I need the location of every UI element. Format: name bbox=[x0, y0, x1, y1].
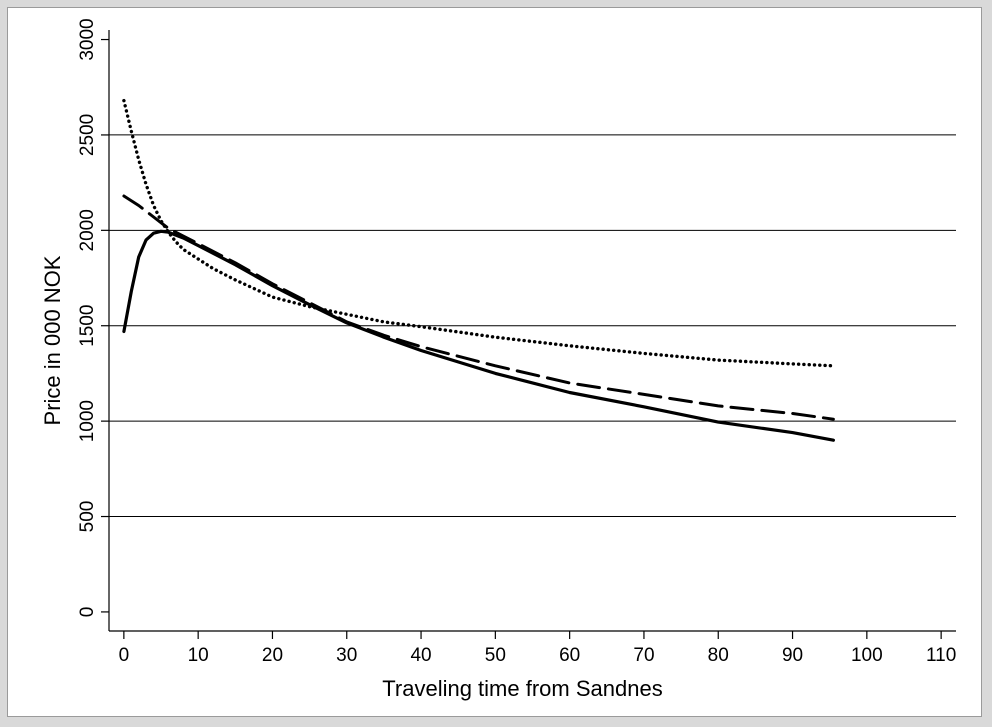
y-tick-label: 0 bbox=[77, 607, 98, 618]
x-tick-label: 30 bbox=[336, 645, 357, 666]
x-axis-title: Traveling time from Sandnes bbox=[382, 676, 662, 701]
x-tick-label: 60 bbox=[559, 645, 580, 666]
x-tick-label: 70 bbox=[633, 645, 654, 666]
y-tick-label: 1500 bbox=[77, 305, 98, 347]
x-tick-label: 10 bbox=[188, 645, 209, 666]
y-axis-title: Price in 000 NOK bbox=[40, 255, 65, 425]
y-tick-label: 2000 bbox=[77, 209, 98, 251]
x-tick-label: 110 bbox=[926, 645, 956, 666]
chart-frame bbox=[7, 7, 982, 717]
x-tick-label: 80 bbox=[708, 645, 729, 666]
x-tick-label: 90 bbox=[782, 645, 803, 666]
x-tick-label: 0 bbox=[119, 645, 130, 666]
y-tick-label: 500 bbox=[77, 501, 98, 533]
x-tick-label: 100 bbox=[851, 645, 883, 666]
gridlines bbox=[109, 134, 956, 518]
x-tick-label: 20 bbox=[262, 645, 283, 666]
y-tick-label: 1000 bbox=[77, 400, 98, 442]
axes bbox=[108, 30, 956, 632]
x-tick-label: 40 bbox=[410, 645, 431, 666]
y-tick-label: 2500 bbox=[77, 114, 98, 156]
series-line-dotted bbox=[122, 98, 836, 368]
series-line-dashed bbox=[122, 194, 835, 421]
series-lines bbox=[122, 98, 836, 442]
series-line-solid bbox=[122, 229, 835, 442]
ticks: 0 10 20 30 40 50 60 70 80 90 100 110 0 500 1000 1500 200… bbox=[77, 18, 956, 666]
y-tick-label: 3000 bbox=[77, 18, 98, 60]
x-tick-label: 50 bbox=[485, 645, 506, 666]
